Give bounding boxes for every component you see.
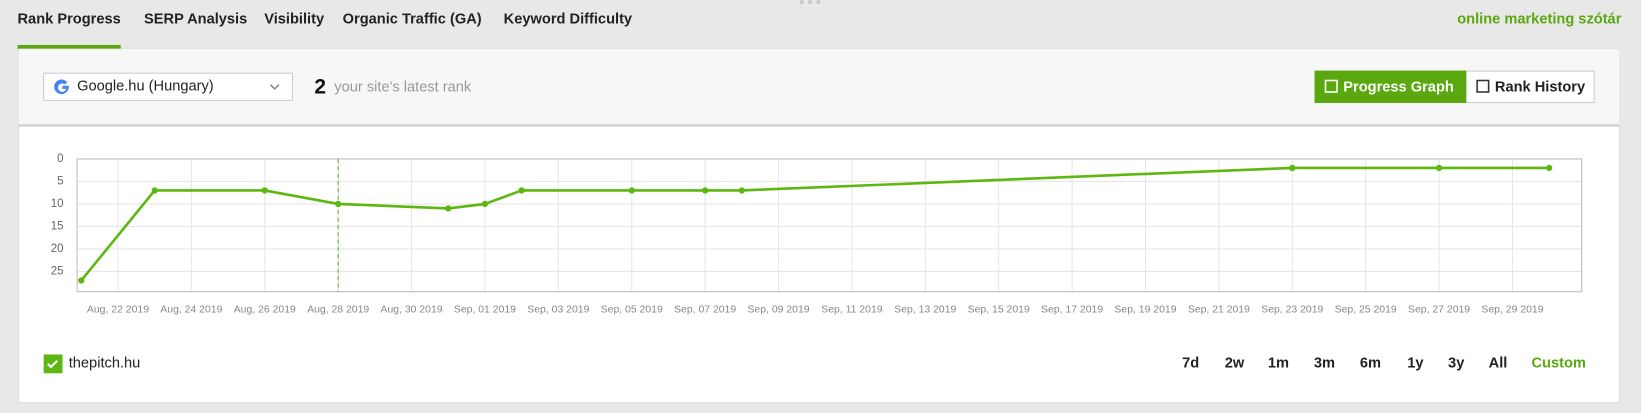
x-tick-label: Sep, 09 2019 [747,304,809,315]
x-tick-label: Sep, 25 2019 [1335,304,1397,315]
range-button[interactable]: 1m [1268,356,1289,372]
range-button[interactable]: 3m [1314,356,1335,372]
data-point[interactable] [1289,164,1296,172]
x-tick-label: Sep, 07 2019 [674,304,736,315]
dropdown-value: Google.hu (Hungary) [77,79,214,95]
y-tick-label: 20 [51,243,64,255]
button-icon [1324,79,1338,93]
button-icon [1476,79,1490,93]
data-point[interactable] [445,205,452,212]
plot-frame [76,158,1583,293]
drag-handle [799,0,821,5]
latest-rank-label: your site's latest rank [334,80,472,96]
tab-bar: Rank Progress SERP Analysis Visibility O… [17,12,633,50]
x-tick-label: Sep, 01 2019 [454,304,516,315]
x-tick-label: Sep, 03 2019 [527,304,589,315]
y-tick-label: 0 [57,153,63,165]
y-tick-label: 5 [57,175,63,187]
y-tick-label: 25 [51,265,64,277]
range-button[interactable]: All [1489,356,1508,372]
x-tick-label: Aug, 22 2019 [87,304,149,315]
data-point[interactable] [738,187,745,194]
brand-link[interactable]: online marketing szótár [1457,12,1621,28]
range-button[interactable]: 1y [1407,356,1424,372]
view-button-label: Rank History [1495,80,1586,96]
data-point[interactable] [1435,164,1443,172]
latest-rank: 2 [314,75,326,98]
tab[interactable]: Keyword Difficulty [504,12,633,28]
data-point[interactable] [628,187,635,194]
range-button[interactable]: 3y [1448,356,1465,372]
x-tick-label: Sep, 23 2019 [1261,304,1323,315]
view-button[interactable] [1314,70,1467,103]
legend-label: thepitch.hu [69,356,141,372]
google-icon [54,79,69,95]
range-button[interactable]: 7d [1182,356,1199,372]
range-button[interactable]: 6m [1360,356,1381,372]
legend-item[interactable]: thepitch.hu [43,354,141,374]
tab[interactable]: Organic Traffic (GA) [343,12,482,28]
x-tick-label: Aug, 24 2019 [160,304,222,315]
y-tick-label: 15 [51,220,64,232]
data-point[interactable] [335,200,342,208]
x-tick-label: Sep, 05 2019 [601,304,663,315]
tab[interactable]: Visibility [264,12,325,28]
x-tick-label: Aug, 30 2019 [381,304,443,315]
view-button-label: Progress Graph [1343,80,1454,96]
range-button[interactable]: 2w [1225,356,1245,372]
data-point[interactable] [261,187,268,194]
x-tick-label: Sep, 27 2019 [1408,304,1470,315]
dropdown-box [43,72,294,101]
y-tick-label: 10 [51,198,64,210]
data-point[interactable] [481,200,489,208]
data-point[interactable] [151,187,158,194]
chevron [269,84,280,90]
range-button[interactable]: Custom [1531,356,1585,372]
data-point[interactable] [78,277,85,284]
data-point[interactable] [518,187,525,194]
x-tick-label: Sep, 19 2019 [1114,304,1176,315]
active-tab-underline [17,44,121,50]
view-toggle: Progress Graph Rank History [1314,70,1595,103]
tab[interactable]: SERP Analysis [144,12,247,28]
x-tick-label: Sep, 11 2019 [821,304,883,315]
chart: 0 5 10 15 20 25 Aug, 22 2019 Aug, 24 2019 Aug, 2… [51,153,1583,315]
x-tick-label: Sep, 13 2019 [894,304,956,315]
x-tick-label: Sep, 21 2019 [1188,304,1250,315]
range-buttons: 7d 2w 1m 3m 6m 1y 3y All Custom [1182,356,1586,372]
x-tick-label: Aug, 28 2019 [307,304,369,315]
engine-dropdown[interactable]: Google.hu (Hungary) [43,72,294,101]
data-point[interactable] [701,187,709,194]
data-point[interactable] [1546,164,1553,172]
x-tick-label: Aug, 26 2019 [234,304,296,315]
x-tick-label: Sep, 17 2019 [1041,304,1103,315]
x-tick-label: Sep, 29 2019 [1481,304,1543,315]
tab[interactable]: Rank Progress [18,12,121,28]
check-mark [47,359,58,369]
x-tick-label: Sep, 15 2019 [968,304,1030,315]
